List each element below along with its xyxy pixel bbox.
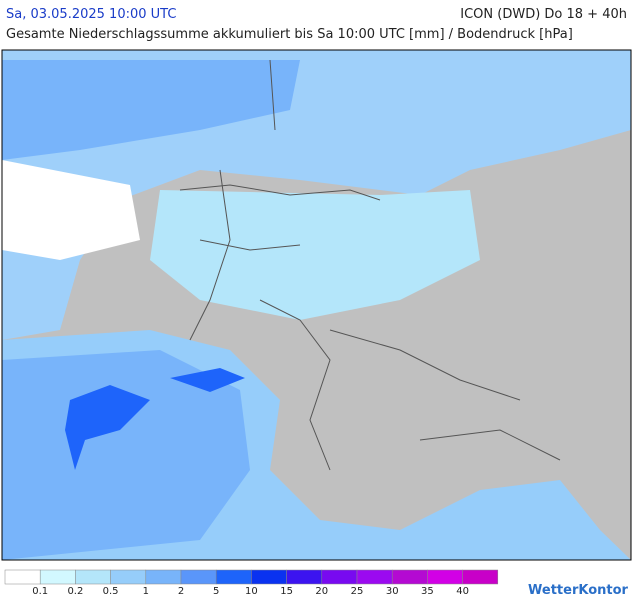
legend-swatch: [356, 569, 393, 585]
precip-west: [2, 350, 250, 560]
legend-swatch: [145, 569, 182, 585]
borders: [179, 59, 561, 471]
logo: WetterKontor: [528, 583, 629, 598]
legend-swatch: [4, 569, 41, 585]
legend-label: 25: [351, 586, 364, 597]
legend-label: 15: [280, 586, 293, 597]
map-frame: [1, 49, 632, 561]
legend-swatch: [215, 569, 252, 585]
legend-label: 0.2: [67, 586, 83, 597]
date-text: Sa, 03.05.2025 10:00 UTC: [6, 7, 177, 22]
legend-label: 40: [456, 586, 469, 597]
legend-label: 30: [386, 586, 399, 597]
subtitle: Gesamte Niederschlagssumme akkumuliert b…: [6, 27, 573, 42]
legend-label: 5: [213, 586, 219, 597]
model-run: ICON (DWD) Do 18 + 40h: [460, 7, 627, 22]
legend-label: 35: [421, 586, 434, 597]
precip-core: [65, 385, 150, 470]
legend-swatch: [286, 569, 323, 585]
clear-channel: [2, 160, 140, 260]
legend-swatch: [75, 569, 111, 585]
legend-swatch: [321, 569, 358, 585]
legend-label: 0.5: [103, 586, 119, 597]
legend-swatch: [39, 569, 76, 585]
legend-label: 0.1: [32, 586, 48, 597]
legend-swatch: [462, 569, 499, 585]
legend-label: 20: [315, 586, 328, 597]
legend-label: 1: [143, 586, 149, 597]
legend-swatch: [427, 569, 463, 585]
legend-label: 10: [245, 586, 258, 597]
legend-swatch: [391, 569, 428, 585]
legend-swatch: [110, 569, 147, 585]
legend-swatch: [180, 569, 217, 585]
precip-lake: [170, 368, 245, 392]
legend: 0.1 0.2 0.5 1 2 5 10 15 20 25 30 35 40: [4, 569, 499, 597]
map: [1, 49, 632, 561]
precip-central: [150, 190, 480, 320]
legend-label: 2: [178, 586, 184, 597]
legend-swatch: [251, 569, 287, 585]
precip-northsea: [2, 60, 300, 160]
